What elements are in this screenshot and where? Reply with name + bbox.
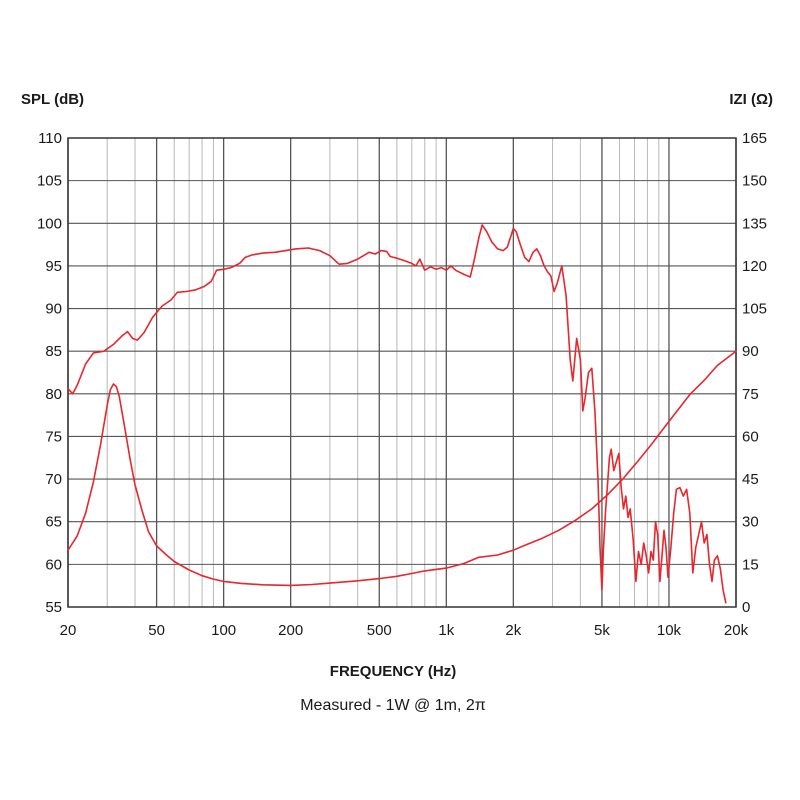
left-tick-label: 85: [45, 343, 62, 360]
left-tick-label: 55: [45, 599, 62, 616]
right-tick-label: 135: [742, 215, 767, 232]
chart-caption: Measured - 1W @ 1m, 2π: [300, 697, 486, 714]
x-tick-label: 10k: [657, 622, 682, 639]
x-axis-ticks: 20 50 100 200 500 1k 2k 5k 10k 20k: [60, 622, 749, 639]
right-tick-label: 150: [742, 173, 767, 190]
x-tick-label: 50: [148, 622, 165, 639]
right-tick-label: 165: [742, 130, 767, 147]
left-tick-label: 105: [37, 173, 62, 190]
plot-frame: [67, 137, 737, 608]
left-tick-label: 100: [37, 215, 62, 232]
right-tick-label: 0: [742, 599, 750, 616]
right-tick-label: 75: [742, 386, 759, 403]
x-axis-title: FREQUENCY (Hz): [330, 663, 456, 680]
spl-line: [67, 224, 727, 604]
right-axis-title: IZI (Ω): [729, 91, 773, 108]
x-tick-label: 20: [60, 622, 77, 639]
x-tick-label: 500: [367, 622, 392, 639]
left-axis-title: SPL (dB): [21, 91, 84, 108]
left-tick-label: 65: [45, 514, 62, 531]
left-tick-label: 70: [45, 471, 62, 488]
left-tick-label: 95: [45, 258, 62, 275]
left-tick-label: 80: [45, 386, 62, 403]
left-tick-label: 90: [45, 301, 62, 318]
left-tick-label: 60: [45, 556, 62, 573]
x-tick-label: 100: [211, 622, 236, 639]
left-axis-ticks: 55 60 65 70 75 80 85 90 95 100 105 110: [37, 130, 62, 616]
right-tick-label: 60: [742, 428, 759, 445]
right-tick-label: 30: [742, 514, 759, 531]
x-tick-label: 2k: [505, 622, 521, 639]
left-tick-label: 110: [38, 130, 62, 147]
x-tick-label: 200: [278, 622, 303, 639]
impedance-line: [67, 350, 737, 587]
x-tick-label: 1k: [438, 622, 454, 639]
right-axis-ticks: 0 15 30 45 60 75 90 105 120 135 150 165: [742, 130, 767, 616]
series-layer: [67, 224, 737, 604]
right-tick-label: 90: [742, 343, 759, 360]
left-tick-label: 75: [45, 428, 62, 445]
right-tick-label: 45: [742, 471, 759, 488]
right-tick-label: 120: [742, 258, 767, 275]
right-tick-label: 15: [742, 556, 759, 573]
x-tick-label: 20k: [724, 622, 749, 639]
right-tick-label: 105: [742, 301, 767, 318]
x-tick-label: 5k: [594, 622, 610, 639]
